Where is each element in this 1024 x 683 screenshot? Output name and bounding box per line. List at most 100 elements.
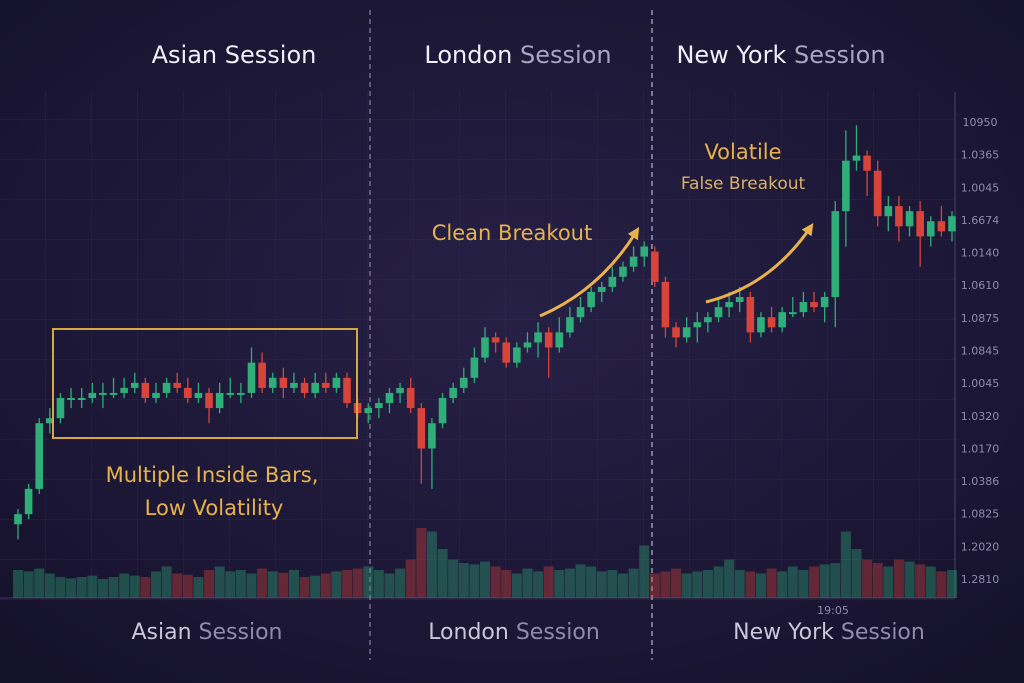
candle-body	[56, 398, 65, 419]
candle-body	[109, 392, 118, 395]
grid	[0, 90, 955, 600]
candle-body	[491, 337, 500, 343]
candle-body	[428, 423, 436, 449]
candle-body	[810, 302, 818, 308]
volume-bar	[405, 559, 416, 598]
candle-body	[46, 418, 54, 424]
breakout-arrow	[705, 223, 814, 304]
volume-bar	[257, 568, 268, 598]
volume-bar	[501, 570, 512, 598]
volume-bar	[480, 561, 490, 598]
price-label: 1.0845	[961, 345, 1000, 358]
candle-body	[120, 387, 128, 393]
volume-bar	[915, 564, 926, 598]
price-label: 1.0045	[961, 181, 1000, 194]
volume-bar	[119, 573, 130, 598]
session-header: New York Session	[676, 41, 885, 69]
candle-body	[534, 332, 542, 343]
price-label: 10950	[963, 116, 998, 129]
volume-bar	[193, 577, 204, 598]
candle-body	[268, 377, 277, 388]
volume-bar	[649, 573, 660, 598]
candle-body	[778, 312, 786, 328]
volume-bar	[55, 577, 66, 598]
session-word: Session	[841, 620, 925, 645]
annotation: Volatile	[704, 140, 781, 164]
price-label: 1.0365	[961, 149, 1000, 162]
session-word: Session	[225, 41, 317, 69]
volume-bar	[745, 571, 756, 598]
session-footer: New York Session	[733, 620, 925, 645]
candle-body	[735, 297, 744, 303]
candle-body	[364, 408, 373, 414]
candle-body	[842, 160, 850, 212]
candle-body	[226, 392, 235, 395]
annotation: False Breakout	[681, 174, 806, 194]
candle-body	[831, 211, 840, 297]
candle-body	[767, 317, 776, 328]
candle-body	[184, 387, 192, 398]
volume-bar	[660, 571, 671, 598]
range-box	[52, 328, 358, 439]
time-label: 19:05	[817, 604, 849, 617]
candle-body	[566, 317, 574, 333]
volume-bar	[182, 574, 193, 598]
candle-body	[215, 392, 224, 409]
candle-body	[884, 206, 893, 217]
price-label: 1.0386	[961, 475, 1000, 488]
volume-bar	[883, 566, 894, 598]
candle-body	[258, 362, 266, 388]
volume-bar	[363, 566, 374, 598]
candle-body	[24, 488, 33, 515]
volume-bar	[554, 570, 565, 598]
volume-bar	[320, 573, 331, 598]
volume-bar	[830, 563, 841, 598]
volume-bar	[809, 566, 820, 598]
volume-bar	[150, 571, 161, 598]
volume-bar	[225, 571, 236, 598]
candle-body	[820, 297, 829, 308]
volume-bar	[755, 573, 766, 598]
volume-bar	[702, 570, 713, 598]
candle-body	[406, 387, 415, 409]
candle-body	[470, 357, 479, 378]
volume-bar	[904, 561, 915, 598]
candle-body	[343, 377, 351, 404]
volume-bar	[575, 564, 586, 598]
session-word: Session	[794, 41, 886, 69]
volume-bar	[44, 573, 55, 598]
volume-bar	[416, 528, 427, 598]
candle-body	[746, 297, 755, 333]
volume-bar	[331, 571, 342, 598]
price-label: 1.0140	[961, 247, 1000, 260]
candle-body	[651, 251, 659, 282]
volume-bar	[671, 568, 682, 598]
volume-bar	[724, 559, 735, 598]
candle-body	[905, 211, 914, 227]
price-label: 1.0610	[961, 279, 1000, 292]
volume-bar	[214, 566, 225, 598]
candle-body	[629, 256, 638, 267]
volume-bar	[490, 566, 501, 598]
candle-body	[162, 382, 171, 393]
price-label: 1.0170	[961, 442, 1000, 455]
volume-bar	[872, 563, 883, 598]
volume-layer	[13, 528, 957, 598]
candle-body	[152, 392, 160, 398]
volume-bar	[586, 566, 597, 598]
candle-body	[396, 387, 404, 393]
candle-body	[513, 347, 521, 363]
price-label: 1.0875	[961, 312, 1000, 325]
candle-body	[141, 382, 150, 398]
candle-body	[704, 317, 712, 323]
price-label: 1.2810	[961, 573, 1000, 586]
volume-bar	[140, 577, 151, 598]
volume-bar	[851, 549, 862, 598]
volume-bar	[607, 570, 618, 598]
candle-body	[279, 377, 288, 388]
session-name: Asian	[152, 41, 218, 69]
volume-bar	[267, 571, 278, 598]
breakout-arrow	[539, 226, 640, 318]
volume-bar	[543, 566, 554, 598]
